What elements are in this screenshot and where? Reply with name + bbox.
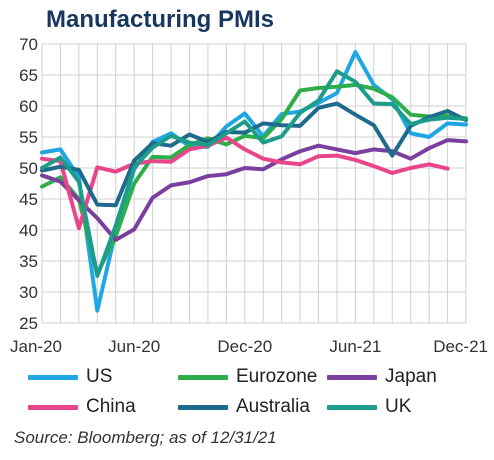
legend-item-us: US — [28, 364, 112, 390]
y-tick-label: 45 — [19, 190, 38, 209]
series-line-china — [40, 135, 450, 231]
series-line-australia — [40, 101, 468, 208]
legend-swatch-us — [28, 374, 78, 380]
x-tick-label: Jun-21 — [329, 337, 381, 356]
source-note: Source: Bloomberg; as of 12/31/21 — [14, 428, 277, 447]
legend-label-uk: UK — [385, 396, 412, 417]
pmi-line-chart: 25 30 35 40 45 50 55 60 65 70 Jan-20 Jun-20 Dec-20 Ju… — [10, 35, 488, 356]
legend-item-eurozone: Eurozone — [178, 364, 317, 390]
y-tick-label: 35 — [19, 252, 38, 271]
series-line-uk — [40, 69, 468, 278]
series-line-us — [40, 50, 468, 313]
y-tick-label: 70 — [19, 35, 38, 54]
x-tick-label: Jun-20 — [108, 337, 160, 356]
y-tick-label: 25 — [19, 314, 38, 333]
legend-swatch-china — [28, 404, 78, 410]
series-line-eurozone — [40, 82, 468, 276]
legend-item-uk: UK — [327, 394, 411, 420]
legend-swatch-japan — [327, 374, 377, 380]
y-tick-label: 30 — [19, 283, 38, 302]
x-tick-label: Dec-20 — [217, 337, 272, 356]
y-tick-label: 50 — [19, 159, 38, 178]
legend-swatch-eurozone — [178, 374, 228, 380]
y-tick-label: 60 — [19, 97, 38, 116]
legend-item-china: China — [28, 394, 136, 420]
legend-label-japan: Japan — [385, 366, 437, 387]
legend-label-china: China — [86, 396, 136, 417]
x-tick-label: Jan-20 — [10, 337, 62, 356]
legend: US Eurozone Japan China Australia UK — [0, 362, 494, 422]
legend-label-us: US — [86, 366, 113, 387]
x-tick-label: Dec-21 — [433, 337, 488, 356]
legend-swatch-uk — [327, 404, 377, 410]
grid-lines — [41, 43, 467, 324]
y-tick-label: 55 — [19, 128, 38, 147]
chart-title: Manufacturing PMIs — [46, 6, 275, 33]
legend-item-australia: Australia — [178, 394, 310, 420]
axis-ticks: 25 30 35 40 45 50 55 60 65 70 Jan-20 Jun-20 Dec-20 Ju… — [10, 35, 488, 356]
series-lines — [40, 50, 468, 313]
y-tick-label: 40 — [19, 221, 38, 240]
y-tick-label: 65 — [19, 66, 38, 85]
legend-swatch-australia — [178, 404, 228, 410]
legend-label-australia: Australia — [236, 396, 310, 417]
legend-label-eurozone: Eurozone — [236, 366, 318, 387]
legend-item-japan: Japan — [327, 364, 437, 390]
